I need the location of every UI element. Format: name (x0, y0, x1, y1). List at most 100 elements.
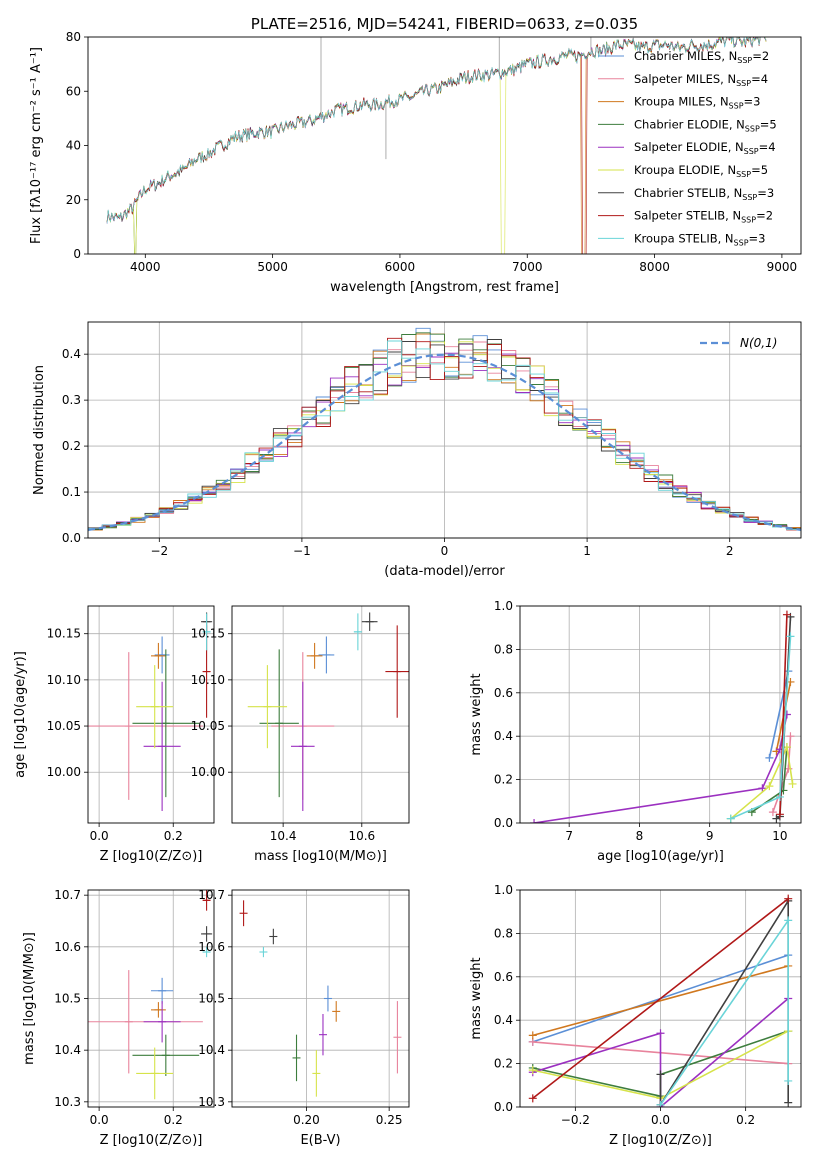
data-point-errorbar (306, 642, 323, 669)
age-vs-mass-xlabel: mass [log10(M/M⊙)] (254, 849, 387, 864)
mass-weight-marker (765, 753, 774, 762)
y-tick-label: 10.10 (47, 673, 81, 687)
spectrum-axes: 4000 5000 6000 7000 8000 9000 0 20 40 60 80 (66, 30, 797, 274)
legend-label: Salpeter STELIB, NSSP=2 (634, 209, 773, 225)
mass-weight-line (532, 898, 789, 1099)
mass-weight-marker (726, 814, 735, 823)
mass-vs-ebv-xlabel: E(B-V) (300, 1133, 340, 1148)
spectrum-frame (87, 36, 802, 255)
mass-weight-marker (784, 1076, 793, 1085)
x-tick-label: 0.20 (293, 1113, 320, 1127)
y-tick-label: 10.10 (191, 673, 225, 687)
spectrum-xlabel: wavelength [Angstrom, rest frame] (330, 280, 559, 295)
data-point-errorbar (132, 1034, 200, 1076)
spectrum-lines (106, 37, 767, 254)
age-vs-Z-axes: 0.0 0.2 10.00 10.05 10.10 10.15 (47, 606, 214, 843)
x-tick-label: 10.4 (270, 829, 297, 843)
mass-weight-marker (530, 819, 539, 823)
age-vs-Z-frame (87, 605, 215, 824)
y-tick-label: 0 (73, 247, 81, 261)
spectrum-series-line (106, 37, 767, 224)
x-tick-label: 0.0 (651, 1113, 670, 1127)
data-point-errorbar (385, 625, 409, 718)
x-tick-label: 6000 (385, 260, 416, 274)
y-tick-label: 10.05 (191, 719, 225, 733)
mass-weight-marker (782, 610, 791, 619)
y-tick-label: 10.6 (198, 940, 225, 954)
legend-label: Chabrier MILES, NSSP=2 (634, 49, 769, 65)
x-tick-label: 1 (583, 544, 591, 558)
mass-weight-marker (786, 632, 795, 641)
data-point-errorbar (332, 1001, 341, 1022)
data-point-errorbar (143, 1001, 181, 1043)
mass-weight-marker (765, 782, 774, 791)
data-point-errorbar (136, 665, 174, 749)
mass-weight-marker (528, 1066, 537, 1075)
data-point-errorbar (318, 636, 335, 674)
mass-weight-marker (528, 1094, 537, 1103)
mass-weight-marker (784, 894, 793, 903)
mass-vs-ebv-frame (231, 889, 410, 1108)
data-point-errorbar (323, 985, 332, 1012)
y-tick-label: 1.0 (494, 883, 513, 897)
data-point-errorbar (292, 1034, 301, 1082)
x-tick-label: 8000 (639, 260, 670, 274)
mass-weight-marker (528, 1031, 537, 1040)
x-tick-label: −1 (293, 544, 311, 558)
data-point-errorbar (202, 613, 211, 651)
spectrum-ylabel: Flux [fλ10⁻¹⁷ erg cm⁻² s⁻¹ A⁻¹] (29, 47, 44, 244)
y-tick-label: 1.0 (494, 599, 513, 613)
y-tick-label: 0.2 (494, 773, 513, 787)
mass-weight-marker (656, 1029, 665, 1038)
y-tick-label: 60 (66, 84, 81, 98)
massweight-vs-Z-frame (519, 889, 802, 1108)
massweight-vs-age-frame (519, 605, 802, 824)
x-tick-label: 10.6 (348, 829, 375, 843)
mass-vs-Z-frame (87, 889, 215, 1108)
mass-weight-marker (784, 916, 793, 925)
age-vs-mass-axes: 10.4 10.6 10.00 10.05 10.10 10.15 (191, 606, 409, 843)
y-tick-label: 80 (66, 30, 81, 44)
x-tick-label: 4000 (130, 260, 161, 274)
age-vs-mass-frame (231, 605, 410, 824)
legend-label: Kroupa STELIB, NSSP=3 (634, 231, 765, 247)
data-point-errorbar (318, 1014, 327, 1056)
residual-histograms (88, 327, 801, 533)
mass-weight-marker (656, 1100, 665, 1107)
data-point-errorbar (239, 900, 248, 927)
mass-weight-line (768, 670, 790, 759)
legend-label: N(0,1) (740, 336, 777, 350)
massweight-vs-age-xlabel: age [log10(age/yr)] (597, 849, 724, 864)
mass-weight-marker (768, 808, 777, 817)
x-tick-label: 7000 (512, 260, 543, 274)
legend-label: Kroupa MILES, NSSP=3 (634, 95, 760, 111)
y-tick-label: 20 (66, 193, 81, 207)
x-tick-label: 0.0 (90, 829, 109, 843)
residual-histogram-step (88, 337, 801, 532)
y-tick-label: 10.05 (47, 719, 81, 733)
age-vs-Z-xlabel: Z [log10(Z/Z⊙)] (100, 849, 203, 864)
age-vs-mass-points (247, 612, 409, 811)
y-tick-label: 10.5 (198, 992, 225, 1006)
mass-vs-Z-axes: 0.0 0.2 10.3 10.4 10.5 10.6 10.7 (54, 888, 214, 1127)
y-tick-label: 10.15 (47, 627, 81, 641)
residuals-frame (87, 321, 802, 539)
massweight-vs-age-ylabel: mass weight (469, 673, 484, 755)
residuals-xlabel: (data-model)/error (384, 564, 505, 579)
y-tick-label: 10.3 (198, 1095, 225, 1109)
x-tick-label: 2 (726, 544, 734, 558)
legend-label: Chabrier STELIB, NSSP=3 (634, 186, 774, 202)
data-point-errorbar (88, 652, 203, 800)
data-point-errorbar (353, 613, 362, 651)
y-tick-label: 0.4 (62, 347, 81, 361)
data-point-errorbar (247, 665, 288, 749)
data-point-errorbar (151, 1002, 166, 1018)
data-point-errorbar (259, 946, 268, 958)
x-tick-label: 0.2 (164, 1113, 183, 1127)
y-tick-label: 0.0 (62, 531, 81, 545)
y-tick-label: 0.4 (494, 1013, 513, 1027)
x-tick-label: −0.2 (561, 1113, 590, 1127)
y-tick-label: 0.6 (494, 686, 513, 700)
residual-histogram-step (88, 340, 801, 532)
